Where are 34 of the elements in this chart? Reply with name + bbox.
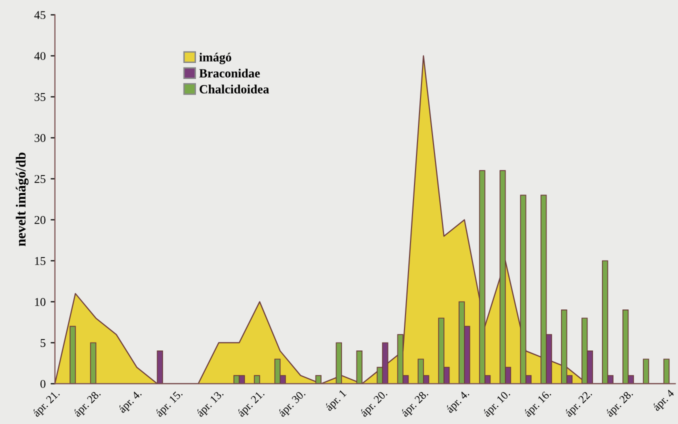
x-tick-label: ápr. 4. xyxy=(445,389,472,415)
bar xyxy=(254,375,260,384)
y-tick-label: 40 xyxy=(34,52,46,60)
bar xyxy=(90,342,96,384)
y-tick-label: 10 xyxy=(35,298,46,306)
x-tick-label: ápr. 20. xyxy=(359,389,390,419)
bar xyxy=(663,358,670,384)
legend-label: Chalcidoidea xyxy=(200,84,269,94)
x-tick-label: ápr. 16. xyxy=(523,389,553,419)
x-tick-label: ápr. 10. xyxy=(482,389,512,419)
y-tick-label: 30 xyxy=(34,134,46,142)
legend-label: Braconidae xyxy=(199,68,260,78)
y-tick-label: 15 xyxy=(35,257,46,265)
x-tick-label: ápr. 21. xyxy=(236,389,266,419)
y-tick-label: 0 xyxy=(40,380,46,388)
y-tick-label: 20 xyxy=(34,216,46,224)
x-tick-label: ápr. 28. xyxy=(605,389,635,419)
x-tick-label: ápr. 4 xyxy=(652,388,676,413)
bar xyxy=(642,358,650,384)
x-tick-label: ápr. 28. xyxy=(72,389,102,419)
x-tick-label: ápr. 22. xyxy=(564,389,594,419)
y-tick-label: 45 xyxy=(34,11,46,20)
x-tick-label: ápr. 28. xyxy=(400,389,430,419)
x-tick-label: ápr. 21. xyxy=(32,389,62,419)
x-tick-label: ápr. 15. xyxy=(154,389,184,419)
y-axis-title: nevelt imágó/db xyxy=(16,152,29,246)
x-tick-label: ápr. 4. xyxy=(118,389,144,415)
x-tick-label: ápr. 1 xyxy=(324,389,348,413)
x-tick-label: ápr. 13. xyxy=(196,389,226,419)
y-tick-label: 35 xyxy=(34,93,46,102)
y-tick-label: 25 xyxy=(34,175,46,183)
y-tick-label: 5 xyxy=(40,339,46,347)
legend-label: imágó xyxy=(199,52,232,64)
x-tick-label: ápr. 30. xyxy=(278,389,308,419)
